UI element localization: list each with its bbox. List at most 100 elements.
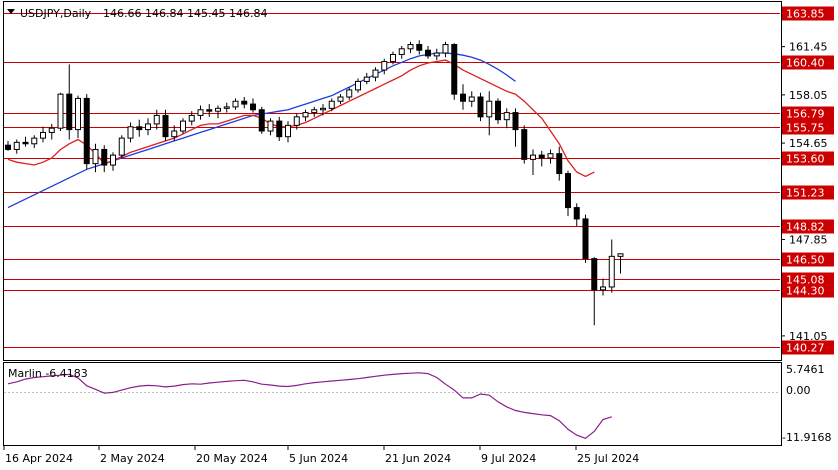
candle <box>215 105 221 119</box>
candle <box>538 150 545 167</box>
level-label: 148.82 <box>786 221 825 234</box>
candle <box>486 91 493 136</box>
level-tag <box>782 272 834 287</box>
level-tag <box>782 106 834 121</box>
price-tick-label: 141.05 <box>789 330 828 343</box>
candle <box>302 109 309 122</box>
candle-body <box>241 100 248 105</box>
level-tag <box>782 283 834 298</box>
candle-body <box>180 120 186 132</box>
candle-body <box>232 100 239 108</box>
candle-body <box>477 96 484 118</box>
level-tag <box>782 185 834 200</box>
candle-body <box>556 153 563 175</box>
candle-body <box>337 96 344 102</box>
candle-body <box>320 107 326 111</box>
candle-body <box>547 153 554 159</box>
candle-body <box>495 100 501 121</box>
candle-body <box>40 131 46 139</box>
candle-body <box>486 100 493 118</box>
candle-body <box>92 148 99 165</box>
candle-body <box>136 126 143 131</box>
levels-layer <box>4 13 780 348</box>
candle-body <box>293 116 300 126</box>
candle <box>530 149 536 175</box>
candle <box>573 203 580 227</box>
price-tick-label: 147.85 <box>789 233 828 246</box>
candle <box>206 104 213 117</box>
candle-body <box>355 80 361 91</box>
candle <box>40 126 46 143</box>
candle <box>460 84 466 110</box>
level-tag <box>782 6 834 21</box>
candle-body <box>153 114 160 125</box>
candle <box>407 41 414 54</box>
candle-body <box>328 100 335 109</box>
candle-body <box>31 137 38 145</box>
candle <box>512 108 519 147</box>
candle <box>75 95 81 139</box>
candle-body <box>75 97 81 131</box>
indicator-label: Marlin -6.4183 <box>8 367 88 380</box>
candle <box>468 91 475 107</box>
candle-body <box>171 130 178 138</box>
candle <box>346 87 353 100</box>
candle-body <box>285 124 291 138</box>
candle <box>188 111 195 126</box>
indicator-panel-frame <box>3 362 782 446</box>
price-tick-label: 154.65 <box>789 137 828 150</box>
candle <box>521 125 528 164</box>
candle-body <box>13 141 20 150</box>
candle-body <box>206 109 213 112</box>
level-tag <box>782 120 834 135</box>
candle <box>320 104 326 116</box>
oscillator-layer <box>4 372 780 439</box>
level-tag <box>782 151 834 166</box>
date-tick-label: 9 Jul 2024 <box>481 452 536 465</box>
level-tag <box>782 252 834 267</box>
candle <box>13 139 20 154</box>
level-label: 151.23 <box>786 187 825 200</box>
candle <box>223 102 230 113</box>
symbol-label: USDJPY,Daily <box>20 7 92 20</box>
level-label: 140.27 <box>786 342 825 355</box>
candle-body <box>608 255 615 288</box>
candle <box>145 118 151 136</box>
candle <box>477 92 484 122</box>
candle-body <box>512 112 519 131</box>
candle-body <box>188 114 195 122</box>
candle <box>608 239 615 293</box>
candle-body <box>460 93 466 102</box>
candle <box>57 92 64 132</box>
candle <box>311 106 318 117</box>
oscillator-line <box>7 372 612 439</box>
level-label: 155.75 <box>786 122 825 135</box>
candle <box>48 123 55 140</box>
candle-body <box>48 127 55 133</box>
date-tick-label: 2 May 2024 <box>100 452 165 465</box>
candle <box>22 136 29 147</box>
candle-body <box>398 48 405 55</box>
level-label: 156.79 <box>786 108 825 121</box>
candle-body <box>363 76 370 82</box>
candle-body <box>145 123 151 131</box>
indicator-scale-mid: 0.00 <box>786 384 811 397</box>
candle <box>110 152 116 171</box>
candle <box>363 72 370 85</box>
candle-body <box>407 44 414 50</box>
candle-body <box>22 141 29 145</box>
candle <box>582 214 589 263</box>
candle-body <box>600 286 606 291</box>
candles-layer <box>5 40 624 326</box>
candle <box>451 43 458 100</box>
candle <box>398 45 405 59</box>
candle <box>153 109 160 130</box>
candle <box>258 106 265 134</box>
level-label: 145.08 <box>786 274 825 287</box>
collapse-triangle-icon[interactable] <box>7 9 15 14</box>
candle-body <box>538 154 545 159</box>
candle-body <box>110 154 116 166</box>
level-label: 146.50 <box>786 254 825 267</box>
